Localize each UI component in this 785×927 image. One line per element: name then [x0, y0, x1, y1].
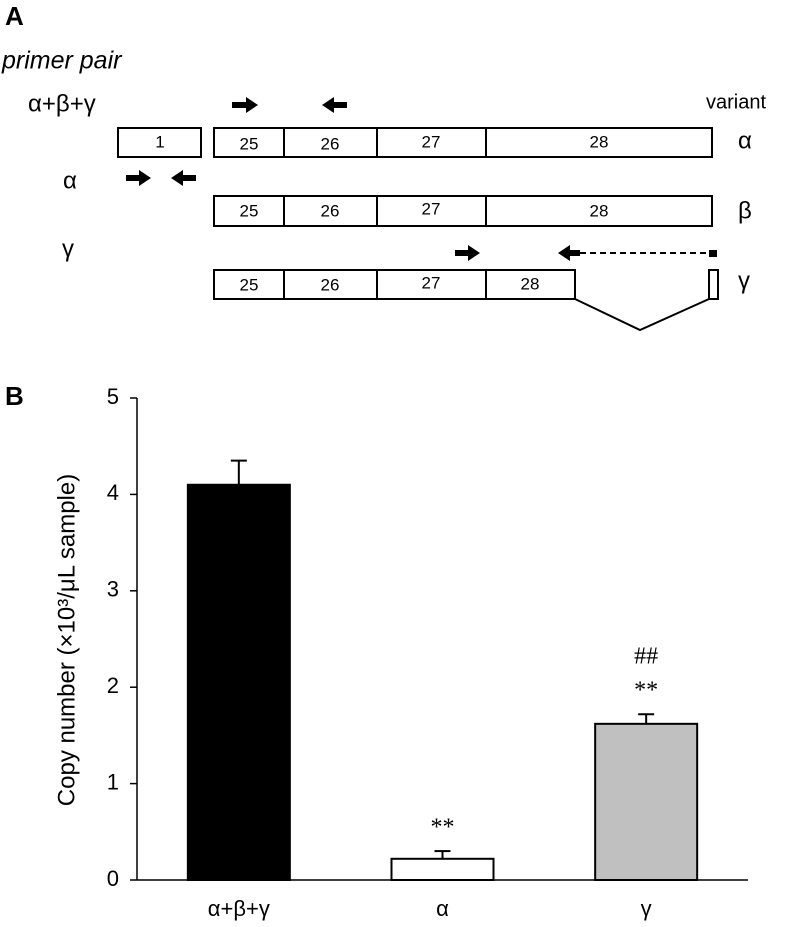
exon-label: 25 — [240, 201, 259, 220]
exon-label: 26 — [321, 275, 340, 294]
y-tick-label: 0 — [107, 866, 119, 891]
variant-row: 25 26 27 28 — [213, 269, 719, 332]
variant-heading: variant — [706, 91, 766, 113]
exon-label: 27 — [422, 273, 441, 292]
y-tick-label: 4 — [107, 480, 119, 505]
x-tick-label: γ — [641, 896, 652, 921]
exon-label: 26 — [321, 201, 340, 220]
primer-arrows — [126, 97, 717, 261]
exon-label: 27 — [422, 132, 441, 151]
primer-label: α — [63, 167, 77, 194]
variant-name: β — [738, 197, 752, 224]
y-tick-label: 1 — [107, 769, 119, 794]
exon-label: 27 — [422, 199, 441, 218]
exon-label: 1 — [155, 132, 164, 151]
y-axis-label: Copy number (×10³/μL sample) — [53, 474, 80, 806]
panel-label: A — [5, 1, 24, 31]
panel-label: B — [5, 381, 24, 411]
x-tick-label: α — [436, 896, 449, 921]
panel-b: B Copy number (×10³/μL sample) 0 1 2 3 4 5 α+β… — [5, 381, 748, 921]
variant-name: γ — [738, 267, 750, 294]
variant-name: α — [738, 127, 752, 154]
primer-label: γ — [62, 235, 74, 262]
bar — [390, 857, 495, 881]
exon-label: 28 — [521, 274, 540, 293]
bar — [594, 722, 699, 881]
exon-label: 25 — [240, 134, 259, 153]
significance-mark: ** — [431, 815, 455, 841]
significance-mark: ## — [634, 644, 658, 670]
primer-label: α+β+γ — [28, 90, 96, 117]
exon-label: 25 — [240, 275, 259, 294]
heading: primer pair — [1, 47, 123, 75]
y-tick-label: 2 — [107, 673, 119, 698]
exon-label: 28 — [590, 201, 609, 220]
y-tick-label: 3 — [107, 577, 119, 602]
panel-a: A primer pair α+β+γ α γ variant α β γ 1 … — [1, 1, 766, 332]
significance-mark: ** — [634, 678, 658, 704]
exon-label: 26 — [321, 134, 340, 153]
variant-row: 25 26 27 28 — [213, 195, 713, 227]
variant-row: 1 25 26 27 28 — [117, 127, 713, 158]
exon-label: 28 — [590, 132, 609, 151]
bar — [186, 483, 291, 881]
x-tick-label: α+β+γ — [208, 896, 270, 921]
y-tick-label: 5 — [107, 384, 119, 409]
